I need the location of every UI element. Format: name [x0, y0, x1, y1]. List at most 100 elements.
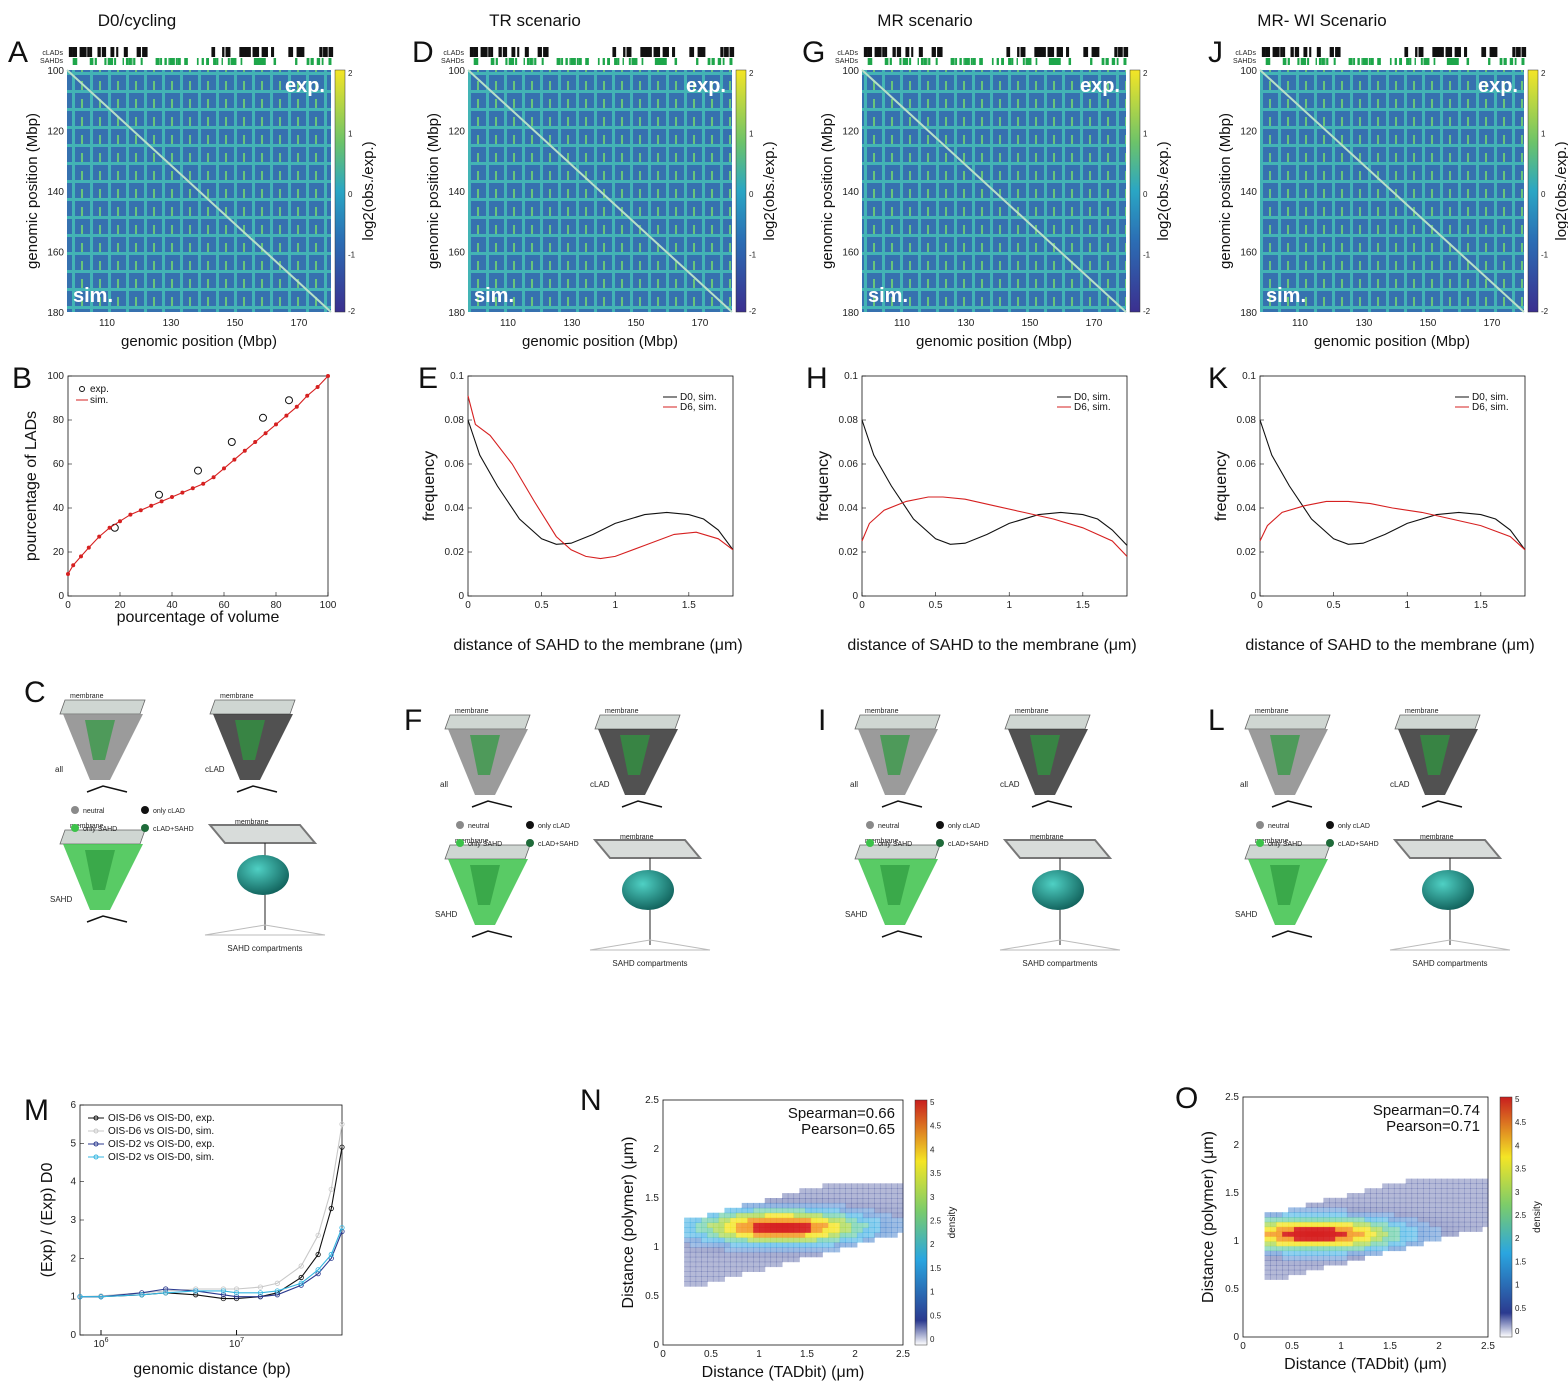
density-cell — [833, 1237, 841, 1243]
density-cell — [753, 1247, 760, 1253]
sahd-bar — [122, 58, 124, 65]
density-cell — [799, 1193, 806, 1199]
density-cell — [810, 1242, 818, 1248]
density-cell — [770, 1198, 777, 1204]
clad-bar — [1335, 47, 1340, 57]
density-cell — [1323, 1221, 1330, 1228]
series-point — [274, 1292, 280, 1298]
membrane-label: membrane — [1255, 708, 1289, 715]
sahd-segment — [880, 735, 910, 775]
clad-bar — [612, 47, 615, 57]
density-cell — [1311, 1207, 1318, 1213]
density-cell — [897, 1193, 904, 1199]
membrane-label: membrane — [865, 708, 899, 715]
density-cell — [1305, 1226, 1313, 1232]
series-point — [201, 481, 206, 486]
density-cell — [1282, 1212, 1289, 1218]
sahd-bar — [523, 58, 525, 65]
density-cell — [701, 1281, 708, 1287]
density-cell — [1288, 1250, 1295, 1256]
density-cell — [839, 1227, 846, 1233]
track-label-sahds: SAHDs — [40, 58, 63, 65]
series-point — [138, 508, 143, 513]
sahd-bar — [273, 58, 277, 65]
density-cell — [1358, 1217, 1366, 1223]
clad-bar — [1262, 47, 1266, 57]
x-tick: 170 — [1086, 318, 1103, 329]
density-cell — [897, 1217, 904, 1223]
series-point — [328, 1205, 334, 1212]
series-line-0 — [467, 419, 734, 551]
density-cell — [851, 1232, 858, 1238]
x-tick-label: 0.5 — [535, 600, 549, 611]
membrane-label: membrane — [1420, 834, 1454, 841]
x-axis-label: genomic position (Mbp) — [916, 333, 1072, 350]
sahd-bar — [1326, 58, 1329, 65]
density-cell — [1335, 1207, 1342, 1213]
density-cell — [1352, 1193, 1360, 1199]
colorbar-tick: -2 — [348, 307, 356, 316]
density-cell — [1335, 1221, 1342, 1228]
density-cell — [753, 1232, 760, 1238]
density-cell — [1288, 1260, 1295, 1266]
density-cell — [1388, 1188, 1395, 1194]
density-cell — [707, 1242, 714, 1248]
density-cell — [1399, 1193, 1407, 1199]
density-cell — [1411, 1207, 1418, 1213]
density-cell — [1399, 1226, 1407, 1232]
colorbar-tick: 0 — [1541, 190, 1546, 199]
density-cell — [1405, 1236, 1413, 1242]
density-cell — [799, 1247, 806, 1253]
sahd-bar — [201, 58, 204, 65]
density-cell — [1293, 1265, 1301, 1271]
density-cell — [810, 1251, 818, 1258]
y-tick-label: 1 — [1233, 1236, 1239, 1247]
density-cell — [1417, 1178, 1424, 1184]
density-cell — [868, 1193, 875, 1199]
clad-bar — [918, 47, 923, 57]
density-cell — [1352, 1245, 1360, 1252]
density-cell — [735, 1227, 743, 1233]
y-tick-label: 0.08 — [1237, 415, 1257, 426]
density-cell — [897, 1202, 904, 1209]
sahd-bar — [1307, 58, 1310, 65]
density-cell — [1388, 1202, 1395, 1208]
density-cell — [782, 1247, 789, 1253]
density-cell — [776, 1212, 783, 1219]
density-cell — [689, 1256, 697, 1263]
density-cell — [1452, 1226, 1460, 1232]
density-cell — [822, 1237, 829, 1243]
render-label: all — [440, 780, 448, 789]
density-cell — [741, 1266, 748, 1272]
sahd-bar — [1267, 58, 1271, 65]
sahd-bar — [526, 58, 530, 65]
density-cell — [793, 1251, 800, 1258]
density-cell — [759, 1237, 766, 1243]
x-tick: 110 — [99, 318, 115, 329]
density-cell — [782, 1193, 789, 1199]
density-cell — [1329, 1250, 1336, 1256]
clad-bar — [1095, 47, 1100, 57]
colorbar — [914, 1099, 928, 1346]
density-cell — [735, 1212, 743, 1219]
sahd-bar — [717, 58, 722, 65]
density-cell — [782, 1212, 789, 1219]
density-cell — [885, 1232, 892, 1238]
density-cell — [885, 1207, 892, 1214]
density-cell — [718, 1217, 725, 1223]
density-cell — [1317, 1250, 1324, 1256]
compartments-label: SAHD compartments — [227, 944, 302, 953]
density-cell — [1364, 1241, 1371, 1247]
sahd-bar — [128, 58, 132, 65]
density-cell — [759, 1222, 766, 1228]
y-tick: 180 — [842, 308, 859, 319]
density-cell — [707, 1237, 714, 1243]
density-cell — [701, 1261, 708, 1268]
density-cell — [1411, 1221, 1418, 1228]
density-cell — [787, 1247, 795, 1253]
density-cell — [1305, 1255, 1313, 1261]
density-cell — [1270, 1274, 1277, 1280]
density-cell — [782, 1217, 789, 1223]
clad-bar — [239, 47, 243, 57]
density-cell — [1288, 1269, 1295, 1276]
